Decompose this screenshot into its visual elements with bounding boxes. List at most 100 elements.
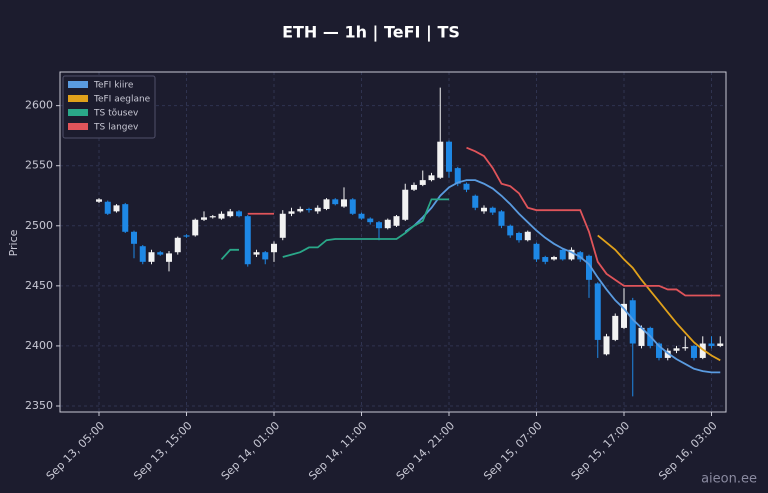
x-tick-label: Sep 13, 05:00 bbox=[44, 419, 108, 483]
candle-body bbox=[498, 211, 505, 226]
candle-body bbox=[297, 208, 304, 212]
x-tick-label: Sep 14, 01:00 bbox=[219, 419, 283, 483]
y-tick-label: 2550 bbox=[25, 159, 53, 172]
candle-body bbox=[192, 219, 199, 236]
y-tick-label: 2400 bbox=[25, 339, 53, 352]
y-axis-label: Price bbox=[7, 229, 20, 256]
candle-body bbox=[402, 189, 409, 220]
candle-body bbox=[472, 195, 479, 208]
candle-body bbox=[699, 343, 706, 358]
candle-body bbox=[227, 211, 234, 217]
legend-label: TS langev bbox=[93, 123, 139, 133]
candle-body bbox=[691, 345, 697, 358]
candle-body bbox=[166, 253, 172, 262]
candle-body bbox=[489, 207, 496, 213]
candle-body bbox=[524, 231, 531, 241]
candle-body bbox=[349, 199, 356, 214]
watermark: aieon.ee bbox=[701, 472, 757, 487]
candle-body bbox=[717, 343, 724, 346]
candle-body bbox=[253, 252, 260, 255]
candle-body bbox=[201, 217, 207, 220]
candle-body bbox=[209, 216, 216, 218]
candle-body bbox=[428, 175, 435, 181]
candle-body bbox=[323, 199, 330, 209]
candle-body bbox=[664, 350, 671, 358]
plot-frame bbox=[59, 71, 727, 413]
candle-body bbox=[586, 255, 592, 280]
legend: TeFI kiire TeFI aeglane TS tõusev TS langev bbox=[62, 75, 156, 139]
candle-body bbox=[271, 243, 277, 253]
candle-body bbox=[306, 208, 312, 211]
candle-body bbox=[603, 336, 610, 355]
candle-body bbox=[358, 213, 365, 219]
candle-body bbox=[708, 343, 715, 346]
y-tick-label: 2450 bbox=[25, 279, 53, 292]
candle-body bbox=[446, 141, 452, 172]
legend-swatch bbox=[68, 81, 88, 88]
candle-body bbox=[314, 207, 321, 212]
candle-body bbox=[507, 225, 514, 236]
candle-body bbox=[454, 168, 461, 184]
candle-body bbox=[568, 249, 575, 260]
candle-body bbox=[104, 201, 111, 214]
candle-body bbox=[516, 232, 522, 241]
candle-body bbox=[673, 348, 680, 351]
candle-body bbox=[236, 211, 242, 217]
x-tick-label: Sep 15, 17:00 bbox=[569, 419, 633, 483]
y-tick-label: 2500 bbox=[25, 219, 53, 232]
candle-body bbox=[542, 257, 549, 262]
candle-body bbox=[384, 219, 391, 229]
candle-body bbox=[244, 216, 251, 265]
candle-body bbox=[411, 184, 417, 190]
candle-body bbox=[122, 204, 129, 232]
candle-body bbox=[481, 207, 487, 212]
candle-body bbox=[113, 205, 120, 212]
legend-swatch bbox=[68, 109, 88, 116]
indicator-line bbox=[597, 234, 721, 362]
y-tick-label: 2350 bbox=[25, 399, 53, 412]
candle-body bbox=[148, 252, 155, 262]
legend-label: TS tõusev bbox=[93, 109, 139, 119]
candle-body bbox=[96, 199, 102, 202]
candle-body bbox=[621, 303, 627, 328]
candle-body bbox=[393, 216, 400, 226]
candle-body bbox=[218, 213, 225, 219]
candle-body bbox=[367, 218, 374, 223]
candle-body bbox=[341, 199, 347, 207]
legend-label: TeFI kiire bbox=[93, 81, 134, 91]
legend-swatch bbox=[68, 123, 88, 130]
candle-body bbox=[157, 252, 164, 255]
candle-body bbox=[279, 213, 286, 238]
x-tick-label: Sep 13, 15:00 bbox=[131, 419, 195, 483]
legend-label: TeFI aeglane bbox=[93, 95, 151, 105]
candle-body bbox=[174, 237, 181, 253]
candle-body bbox=[288, 211, 295, 214]
candle-body bbox=[577, 252, 584, 260]
x-tick-label: Sep 14, 21:00 bbox=[394, 419, 458, 483]
indicator-line bbox=[404, 179, 721, 374]
candle-body bbox=[656, 343, 662, 358]
candle-body bbox=[638, 327, 645, 346]
legend-box bbox=[62, 75, 156, 139]
y-tick-label: 2600 bbox=[25, 99, 53, 112]
candle-body bbox=[139, 246, 146, 262]
candle-body bbox=[629, 300, 636, 344]
candle-body bbox=[533, 243, 540, 260]
x-tick-label: Sep 14, 11:00 bbox=[306, 419, 370, 483]
candle-body bbox=[183, 235, 190, 237]
candle-body bbox=[682, 347, 689, 349]
x-tick-label: Sep 15, 07:00 bbox=[481, 419, 545, 483]
candle-body bbox=[376, 222, 382, 229]
legend-swatch bbox=[68, 95, 88, 102]
chart-title: ETH — 1h | TeFI | TS bbox=[282, 23, 460, 43]
candle-body bbox=[262, 252, 269, 260]
candle-body bbox=[612, 315, 619, 340]
indicator-line bbox=[247, 146, 721, 297]
candle-body bbox=[437, 141, 444, 178]
candle-body bbox=[463, 183, 470, 190]
candle-body bbox=[594, 283, 601, 340]
candle-body bbox=[419, 180, 426, 185]
candle-body bbox=[559, 249, 566, 260]
indicator-line bbox=[220, 198, 449, 261]
candle-body bbox=[551, 257, 557, 260]
